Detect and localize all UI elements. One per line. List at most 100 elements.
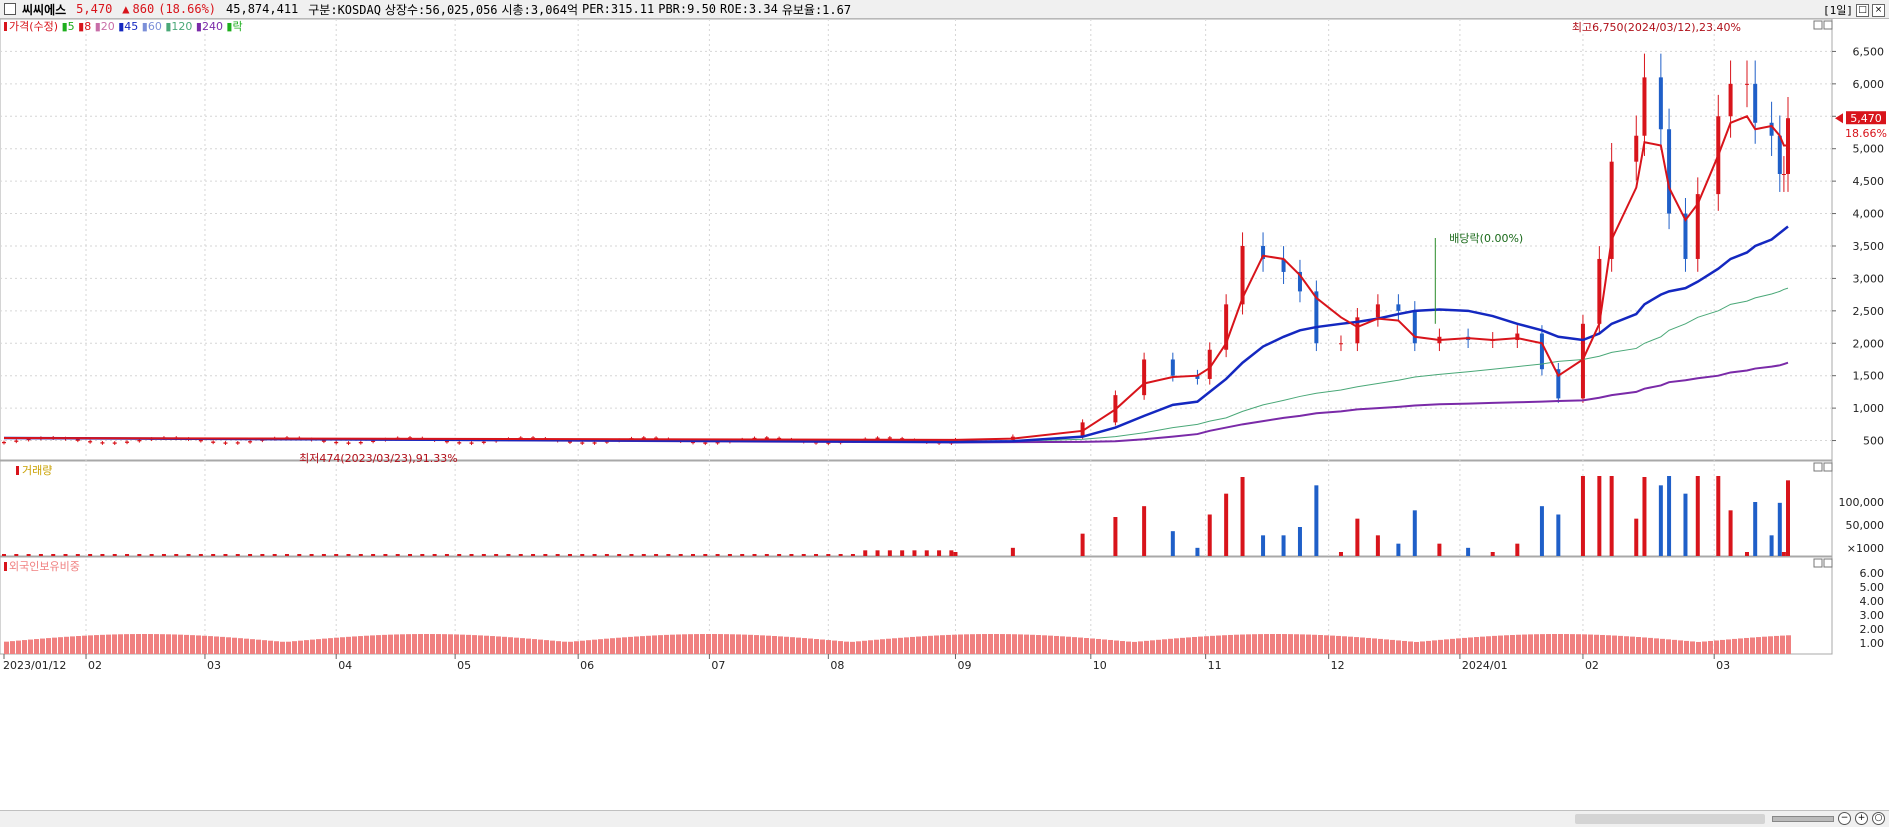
foreign-bar [172, 634, 177, 654]
price-tick-label: 6,000 [1853, 78, 1885, 91]
foreign-bar [1150, 640, 1155, 654]
candle-body [1667, 129, 1672, 214]
foreign-bar [286, 641, 291, 654]
horizontal-scrollbar[interactable]: − + ○ [0, 810, 1889, 827]
foreign-bar [1198, 636, 1203, 654]
foreign-bar [610, 638, 615, 654]
market-cap: 시총:3,064억 [501, 2, 578, 17]
candle-body [777, 437, 782, 440]
volume-bar [174, 554, 179, 556]
foreign-bar [730, 634, 735, 654]
legend-item[interactable]: ▮8 [75, 20, 92, 33]
zoom-slider[interactable] [1772, 815, 1834, 822]
price-tick-label: 5,000 [1853, 143, 1885, 156]
foreign-bar [802, 638, 807, 654]
zoom-in-icon[interactable]: + [1855, 812, 1868, 825]
volume-panel[interactable] [0, 460, 1833, 557]
panel-buttons[interactable] [1813, 20, 1833, 568]
legend-item[interactable]: ▮240 [192, 20, 223, 33]
foreign-bar [700, 634, 705, 654]
period-button[interactable]: [1일] [1823, 4, 1853, 17]
foreign-bar [1438, 639, 1443, 654]
foreign-bar [118, 634, 123, 654]
foreign-bar [598, 639, 603, 654]
candle-body [125, 441, 130, 443]
legend-item[interactable]: ▮락 [223, 20, 243, 33]
select-checkbox[interactable] [4, 3, 16, 15]
foreign-bar [1042, 635, 1047, 654]
date-tick-label: 12 [1331, 659, 1345, 672]
candle-body [1658, 77, 1663, 130]
candle-body [654, 437, 659, 439]
foreign-bar [1426, 640, 1431, 654]
foreign-bar [154, 634, 159, 654]
stock-chart[interactable]: 500 1,000 1,500 2,000 2,500 3,000 3,500 4,000 4,… [0, 19, 1889, 810]
foreign-bar [892, 638, 897, 654]
volume-bar [604, 554, 609, 556]
foreign-bar [4, 641, 9, 654]
candle-body [469, 442, 474, 444]
volume-bar [358, 554, 363, 556]
foreign-bar [586, 640, 591, 654]
volume-bar [309, 554, 314, 556]
foreign-bar [1228, 634, 1233, 654]
foreign-bar [1756, 637, 1761, 654]
close-icon[interactable]: × [1872, 3, 1885, 17]
foreign-title: 외국인보유비중 [9, 560, 80, 573]
candle-body [1281, 258, 1286, 272]
volume-bar [1437, 543, 1442, 556]
foreign-bar [922, 636, 927, 654]
foreign-bar [82, 635, 87, 654]
maximize-icon[interactable]: □ [1856, 3, 1869, 17]
foreign-bar [1474, 637, 1479, 654]
volume-bar [469, 554, 474, 556]
volume-bar [371, 554, 376, 556]
float-ratio: 유보율:1.67 [781, 2, 852, 17]
date-tick-label: 09 [957, 659, 971, 672]
market-type: 구분:KOSDAQ [308, 2, 381, 17]
volume-bar [1695, 476, 1700, 556]
foreign-bar [70, 636, 75, 654]
legend-item[interactable]: ▮5 [58, 20, 75, 33]
foreign-bar [1600, 634, 1605, 654]
candle-body [2, 441, 6, 444]
candle-body [321, 440, 326, 442]
scroll-thumb[interactable] [1575, 814, 1765, 824]
zoom-out-icon[interactable]: − [1838, 812, 1851, 825]
price-tick-label: 4,000 [1853, 208, 1885, 221]
legend-item[interactable]: ▮60 [138, 20, 162, 33]
foreign-bar [28, 639, 33, 654]
volume-bar [875, 550, 880, 556]
legend-item[interactable]: 가격(수정) [9, 20, 58, 33]
foreign-bar [514, 637, 519, 654]
foreign-tick-label: 6.00 [1860, 567, 1885, 580]
foreign-bar [1090, 638, 1095, 654]
foreign-bar [862, 640, 867, 654]
volume-bar [1781, 552, 1786, 556]
volume-bar [1466, 547, 1471, 556]
legend-item[interactable]: ▮45 [115, 20, 139, 33]
foreign-bar [1294, 634, 1299, 654]
foreign-bar [778, 636, 783, 654]
volume-bar [1281, 535, 1286, 556]
foreign-bar [400, 634, 405, 654]
volume-bar [2, 554, 6, 556]
foreign-bar [1534, 634, 1539, 654]
volume-bar [383, 554, 388, 556]
foreign-bar [940, 635, 945, 654]
foreign-bar [1180, 637, 1185, 654]
volume-bar [1010, 547, 1015, 556]
foreign-bar [1726, 639, 1731, 654]
legend-item[interactable]: ▮20 [91, 20, 115, 33]
foreign-bar [1366, 637, 1371, 654]
legend-item[interactable]: ▮120 [162, 20, 193, 33]
candle-body [88, 441, 93, 443]
volume-value: 45,874,411 [226, 2, 299, 16]
foreign-bar [1456, 638, 1461, 654]
volume-bar [198, 554, 203, 556]
annotation-label: 최고6,750(2024/03/12),23.40% [1572, 21, 1741, 34]
volume-bar [14, 554, 19, 556]
zoom-reset-icon[interactable]: ○ [1872, 812, 1885, 825]
volume-bar [887, 550, 892, 556]
price-panel[interactable] [0, 19, 1833, 461]
